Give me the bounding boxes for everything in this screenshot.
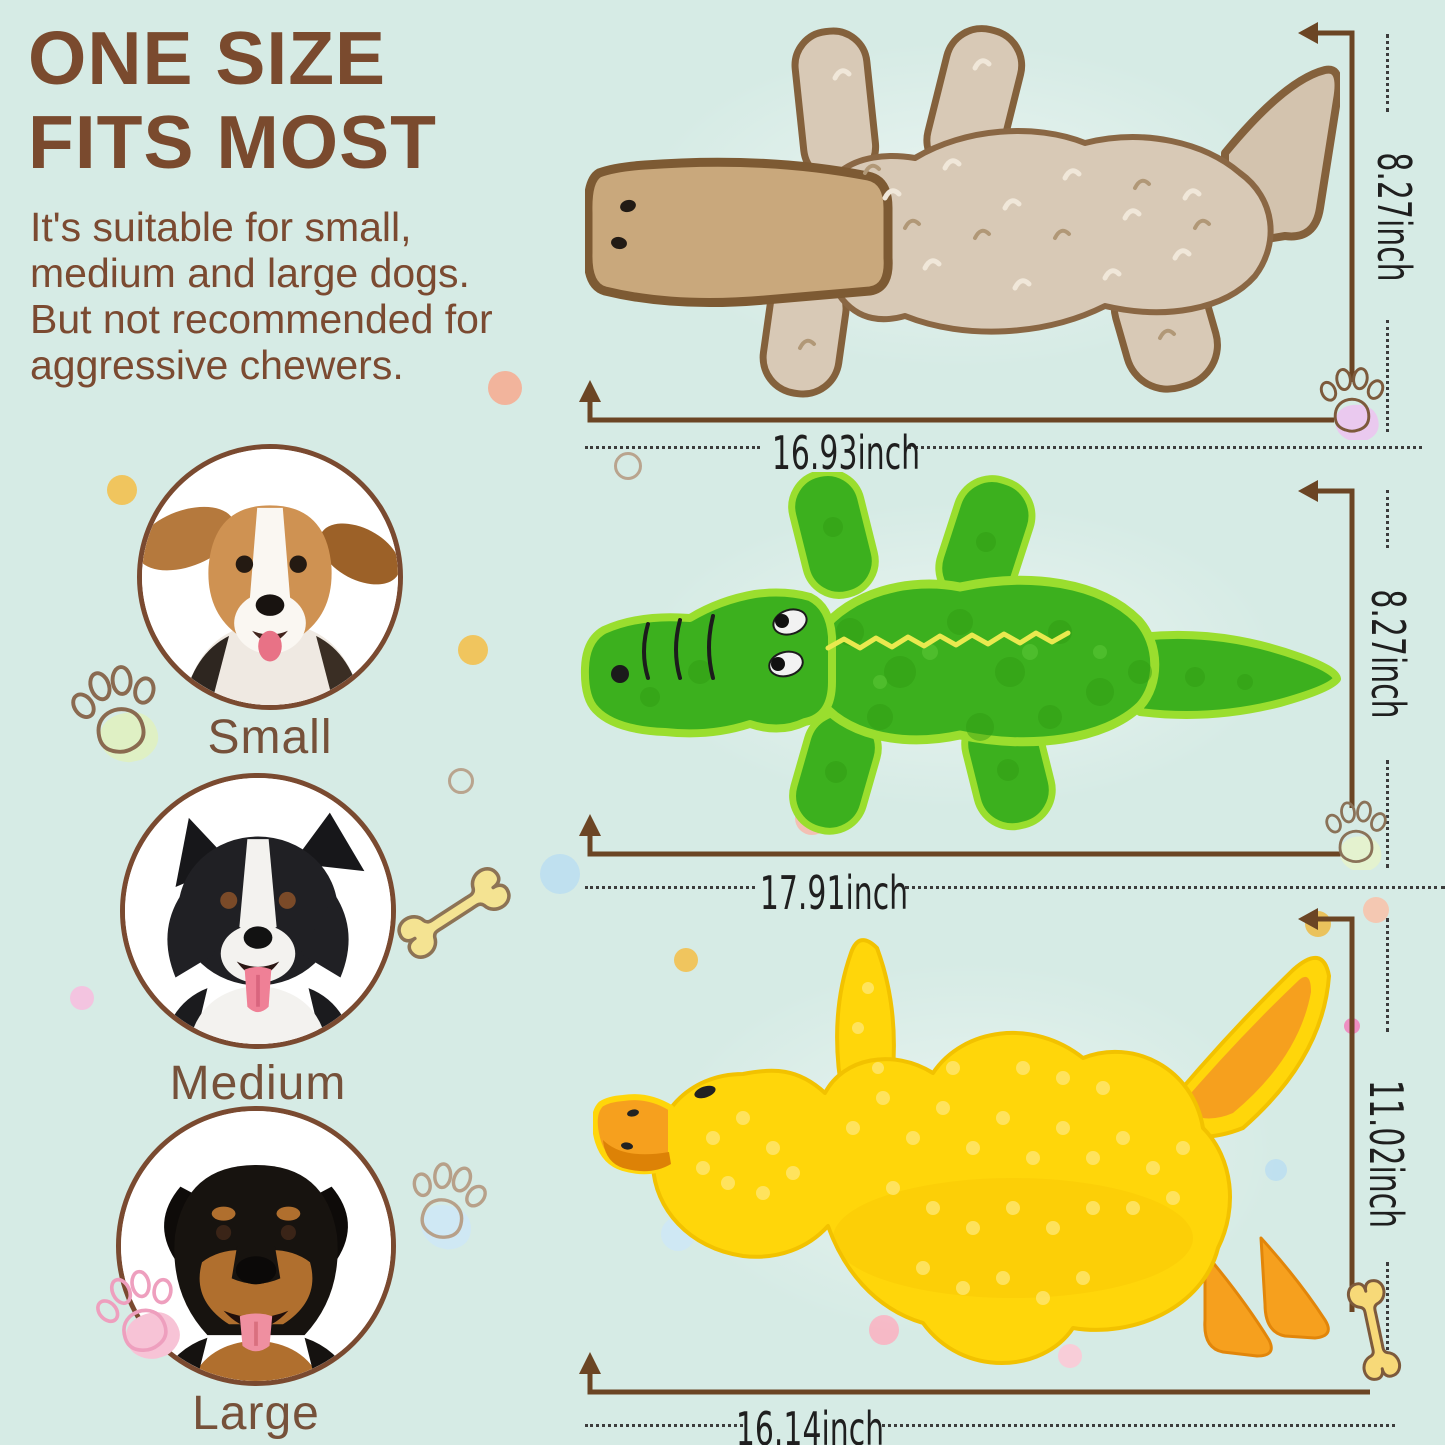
paw-print-decoration [1310,356,1394,440]
paw-print-decoration [72,1244,203,1375]
dimension-dotted-line [905,886,1445,889]
platypus-toy-photo [585,25,1340,398]
size-photo-small [137,444,403,710]
width-dimension-line-crocodile [579,814,1346,857]
confetti-dot [107,475,137,505]
beagle-photo [142,449,398,705]
duck-toy-photo [593,938,1331,1365]
height-value-duck: 11.02inch [1359,1079,1413,1229]
width-dimension-line-duck [579,1352,1370,1395]
confetti-dot [1058,1344,1082,1368]
crocodile-toy-photo [580,472,1341,835]
bone-decoration [378,846,529,980]
dimension-dotted-line [585,1424,743,1427]
dimension-dotted-line [1386,760,1389,868]
size-label-small: Small [207,711,333,764]
bone-decoration [1331,1269,1417,1392]
description: It's suitable for small, medium and larg… [30,204,590,388]
confetti-ring [614,452,642,480]
headline: ONE SIZE FITS MOST [28,16,608,184]
confetti-dot [70,986,94,1010]
height-value-crocodile: 8.27inch [1361,589,1415,719]
description-line: medium and large dogs. [30,250,470,296]
dimension-dotted-line [1386,490,1389,548]
size-photo-medium [120,773,396,1049]
confetti-dot [674,948,698,972]
dimension-dotted-line [1386,320,1389,432]
border-collie-photo [125,778,391,1044]
size-label-medium: Medium [169,1057,347,1110]
confetti-ring [448,768,474,794]
dimension-dotted-line [1386,1262,1389,1358]
height-dimension-line-platypus [1298,22,1355,382]
confetti-dot [869,1315,899,1345]
dimension-dotted-line [1386,918,1389,1032]
width-value-platypus: 16.93inch [771,426,921,480]
dimension-dotted-line [585,886,755,889]
headline-line-2: FITS MOST [28,100,437,184]
dimension-dotted-line [1386,34,1389,112]
dimension-dotted-line [585,446,760,449]
height-dimension-line-crocodile [1298,480,1355,808]
confetti-dot [1265,1159,1287,1181]
confetti-dot [540,854,580,894]
confetti-dot [458,635,488,665]
width-dimension-line-platypus [579,380,1334,423]
width-value-crocodile: 17.91inch [759,866,909,920]
width-value-duck: 16.14inch [735,1402,885,1445]
paw-print-decoration [1316,790,1396,870]
height-value-platypus: 8.27inch [1367,152,1421,282]
confetti-dot [1363,897,1389,923]
description-line: aggressive chewers. [30,342,404,388]
description-line: It's suitable for small, [30,204,412,250]
paw-print-decoration [388,1140,507,1259]
dimension-dotted-line [908,446,1422,449]
height-dimension-line-duck [1298,908,1355,1312]
headline-line-1: ONE SIZE [28,16,387,100]
dimension-dotted-line [882,1424,1395,1427]
description-line: But not recommended for [30,296,493,342]
paw-print-decoration [50,642,183,775]
confetti-dot [488,371,522,405]
size-label-large: Large [192,1387,320,1440]
